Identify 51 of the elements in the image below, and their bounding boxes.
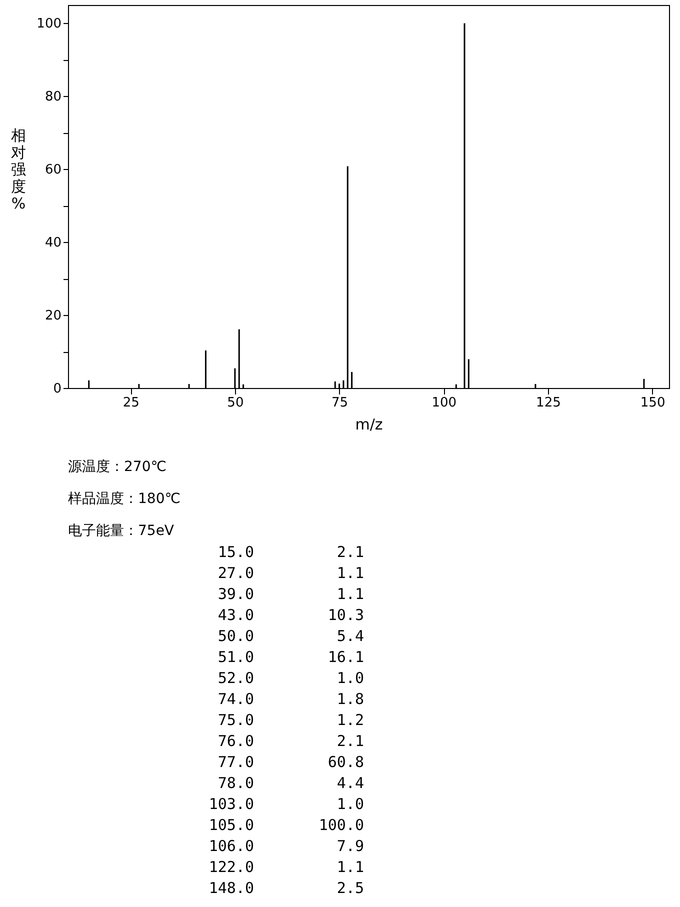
y-tick-label: 0 (53, 382, 62, 396)
text: 1.1 (336, 564, 364, 582)
text: 4.4 (336, 774, 364, 792)
text: 1.2 (336, 711, 364, 729)
category-label: 27.0 (216, 564, 254, 582)
text: 1.8 (336, 690, 364, 708)
x-tick-label: 50 (227, 396, 244, 410)
category-label: 43.0 (216, 606, 254, 624)
category-label: 106.0 (208, 837, 254, 855)
text: 100.0 (318, 816, 364, 834)
x-tick-label: 125 (536, 396, 561, 410)
text: 样品温度：180℃ (68, 490, 180, 508)
text: 60.8 (328, 753, 364, 771)
category-label: 74.0 (216, 690, 254, 708)
category-label: 103.0 (208, 795, 254, 813)
y-tick-label: 60 (44, 162, 62, 178)
y-tick-label: 100 (36, 16, 62, 32)
x-tick-label: 100 (432, 396, 457, 410)
text: 7.9 (336, 837, 364, 855)
category-label: 52.0 (216, 669, 254, 687)
text: 1.0 (336, 669, 364, 687)
category-label: 75.0 (216, 711, 254, 729)
x-axis-title: m/z (355, 416, 383, 434)
category-label: 76.0 (216, 732, 254, 750)
category-label: 78.0 (216, 774, 254, 792)
category-label: 105.0 (208, 816, 254, 834)
y-tick-label: 20 (44, 308, 62, 324)
category-label: 51.0 (216, 648, 254, 666)
text: 源温度：270℃ (68, 458, 166, 476)
text: 电子能量：75eV (68, 522, 174, 540)
text: 1.1 (336, 858, 364, 876)
y-tick-label: 40 (44, 236, 62, 251)
y-tick-label: 80 (44, 90, 62, 105)
text: 10.3 (328, 606, 364, 624)
category-label: 77.0 (216, 753, 254, 771)
category-label: 15.0 (216, 543, 254, 561)
x-tick-label: 150 (640, 396, 666, 410)
text: 2.1 (336, 732, 364, 750)
text: 5.4 (336, 627, 364, 645)
y-axis-title: 相对强度% (11, 126, 26, 212)
text: 1.0 (336, 795, 364, 813)
category-label: 50.0 (216, 627, 254, 645)
x-tick-label: 75 (332, 396, 348, 410)
x-tick-label: 25 (122, 396, 140, 410)
category-label: 148.0 (208, 879, 254, 897)
text: 16.1 (328, 648, 364, 666)
text: 2.1 (336, 543, 364, 561)
text: 2.5 (336, 879, 364, 897)
category-label: 122.0 (208, 858, 254, 876)
category-label: 39.0 (216, 585, 254, 603)
text: 1.1 (336, 585, 364, 603)
